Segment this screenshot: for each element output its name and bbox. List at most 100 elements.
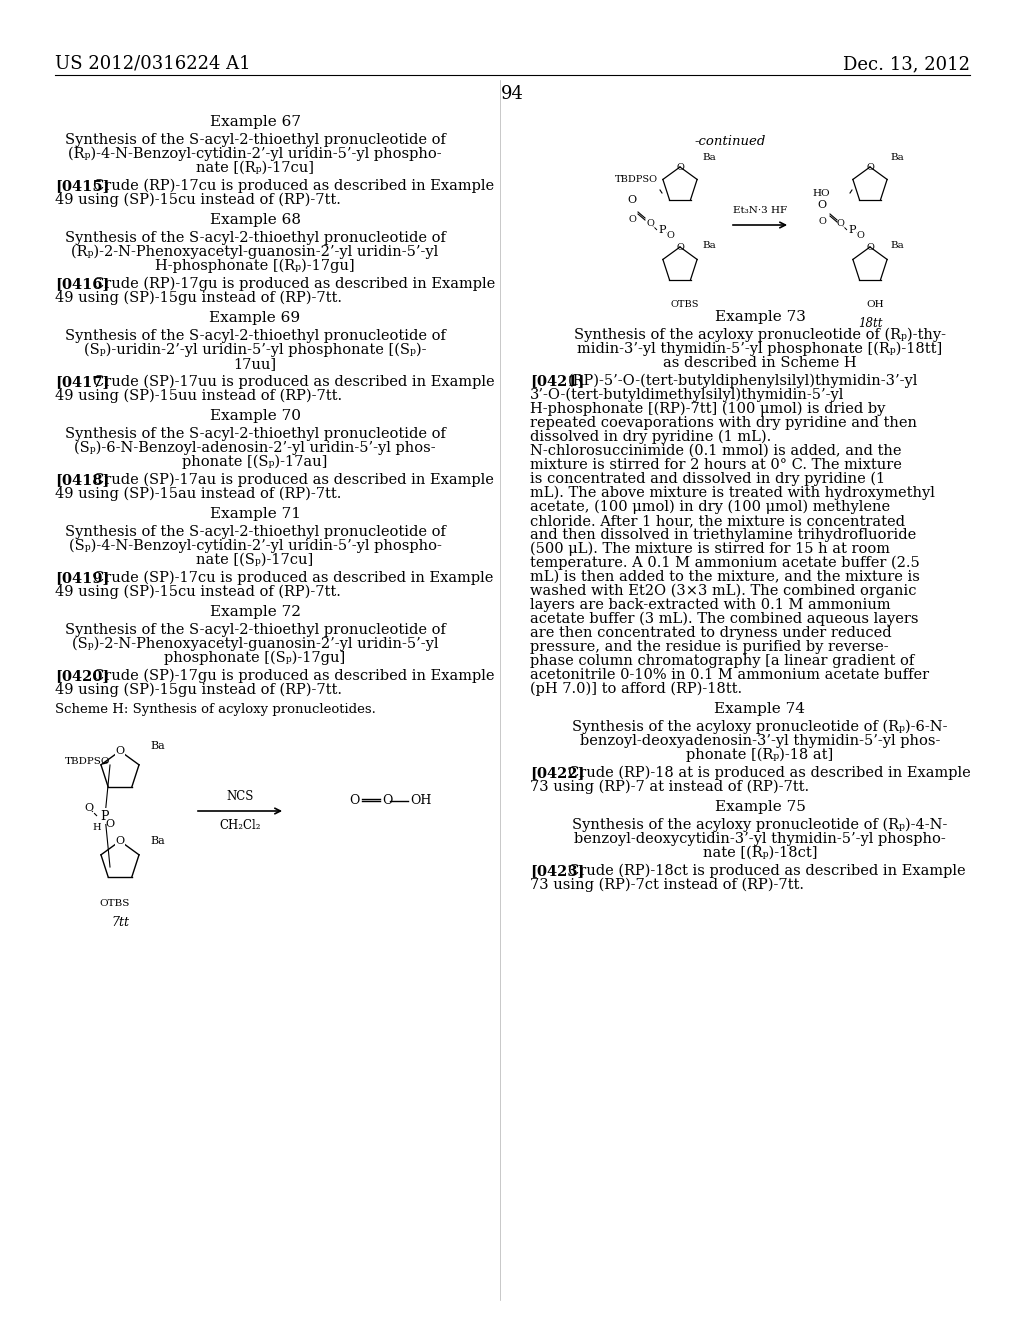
Text: OH: OH [866,300,884,309]
Text: US 2012/0316224 A1: US 2012/0316224 A1 [55,55,251,73]
Text: OTBS: OTBS [99,899,130,908]
Text: acetonitrile 0-10% in 0.1 M ammonium acetate buffer: acetonitrile 0-10% in 0.1 M ammonium ace… [530,668,929,682]
Text: (Rₚ)-2-N-Phenoxyacetyl-guanosin-2’-yl uridin-5’-yl: (Rₚ)-2-N-Phenoxyacetyl-guanosin-2’-yl ur… [72,246,438,260]
Text: Synthesis of the S-acyl-2-thioethyl pronucleotide of: Synthesis of the S-acyl-2-thioethyl pron… [65,426,445,441]
Text: acetate buffer (3 mL). The combined aqueous layers: acetate buffer (3 mL). The combined aque… [530,612,919,627]
Text: Scheme H: Synthesis of acyloxy pronucleotides.: Scheme H: Synthesis of acyloxy pronucleo… [55,704,376,715]
Text: chloride. After 1 hour, the mixture is concentrated: chloride. After 1 hour, the mixture is c… [530,513,905,528]
Text: midin-3’-yl thymidin-5’-yl phosphonate [(Rₚ)-18tt]: midin-3’-yl thymidin-5’-yl phosphonate [… [578,342,943,356]
Text: Ba: Ba [890,240,904,249]
Text: Synthesis of the S-acyl-2-thioethyl pronucleotide of: Synthesis of the S-acyl-2-thioethyl pron… [65,623,445,638]
Text: acetate, (100 μmol) in dry (100 μmol) methylene: acetate, (100 μmol) in dry (100 μmol) me… [530,500,890,515]
Text: H: H [93,824,101,833]
Text: Ba: Ba [702,153,716,161]
Text: O: O [628,195,637,205]
Text: and then dissolved in triethylamine trihydrofluoride: and then dissolved in triethylamine trih… [530,528,916,543]
Text: 49 using (SP)-15uu instead of (RP)-7tt.: 49 using (SP)-15uu instead of (RP)-7tt. [55,389,342,404]
Text: is concentrated and dissolved in dry pyridine (1: is concentrated and dissolved in dry pyr… [530,473,885,486]
Text: 17uu]: 17uu] [233,356,276,371]
Text: washed with Et2O (3×3 mL). The combined organic: washed with Et2O (3×3 mL). The combined … [530,583,916,598]
Text: OTBS: OTBS [671,300,699,309]
Text: Example 75: Example 75 [715,800,806,814]
Text: 18tt: 18tt [858,317,883,330]
Text: Et₃N·3 HF: Et₃N·3 HF [733,206,787,215]
Text: Example 68: Example 68 [210,213,300,227]
Text: Example 69: Example 69 [210,312,301,325]
Text: as described in Scheme H: as described in Scheme H [664,356,857,370]
Text: benzoyl-deoxycytidin-3’-yl thymidin-5’-yl phospho-: benzoyl-deoxycytidin-3’-yl thymidin-5’-y… [574,832,946,846]
Text: dissolved in dry pyridine (1 mL).: dissolved in dry pyridine (1 mL). [530,430,771,445]
Text: Crude (RP)-17cu is produced as described in Example: Crude (RP)-17cu is produced as described… [93,180,495,194]
Text: 49 using (SP)-15cu instead of (RP)-7tt.: 49 using (SP)-15cu instead of (RP)-7tt. [55,585,341,599]
Text: 73 using (RP)-7ct instead of (RP)-7tt.: 73 using (RP)-7ct instead of (RP)-7tt. [530,878,804,892]
Text: O: O [866,162,873,172]
Text: O: O [646,219,654,227]
Text: O: O [676,243,684,252]
Text: Synthesis of the acyloxy pronucleotide of (Rₚ)-6-N-: Synthesis of the acyloxy pronucleotide o… [572,719,948,734]
Text: (Sₚ)-4-N-Benzoyl-cytidin-2’-yl uridin-5’-yl phospho-: (Sₚ)-4-N-Benzoyl-cytidin-2’-yl uridin-5’… [69,539,441,553]
Text: O: O [818,218,826,227]
Text: layers are back-extracted with 0.1 M ammonium: layers are back-extracted with 0.1 M amm… [530,598,891,612]
Text: Example 70: Example 70 [210,409,300,422]
Text: temperature. A 0.1 M ammonium acetate buffer (2.5: temperature. A 0.1 M ammonium acetate bu… [530,556,920,570]
Text: O: O [666,231,674,239]
Text: Synthesis of the S-acyl-2-thioethyl pronucleotide of: Synthesis of the S-acyl-2-thioethyl pron… [65,329,445,343]
Text: Example 72: Example 72 [210,605,300,619]
Text: Example 71: Example 71 [210,507,300,521]
Text: nate [(Rₚ)-17cu]: nate [(Rₚ)-17cu] [196,161,314,176]
Text: [0417]: [0417] [55,375,110,389]
Text: O: O [836,219,844,227]
Text: (RP)-5’-O-(tert-butyldiphenylsilyl)thymidin-3’-yl: (RP)-5’-O-(tert-butyldiphenylsilyl)thymi… [568,374,919,388]
Text: (Rₚ)-4-N-Benzoyl-cytidin-2’-yl uridin-5’-yl phospho-: (Rₚ)-4-N-Benzoyl-cytidin-2’-yl uridin-5’… [69,147,441,161]
Text: P: P [100,809,110,822]
Text: Ba: Ba [150,741,165,751]
Text: phase column chromatography [a linear gradient of: phase column chromatography [a linear gr… [530,653,914,668]
Text: nate [(Rₚ)-18ct]: nate [(Rₚ)-18ct] [702,846,817,861]
Text: phosphonate [(Sₚ)-17gu]: phosphonate [(Sₚ)-17gu] [165,651,346,665]
Text: O: O [105,818,115,829]
Text: Synthesis of the acyloxy pronucleotide of (Rₚ)-4-N-: Synthesis of the acyloxy pronucleotide o… [572,818,947,833]
Text: Example 67: Example 67 [210,115,300,129]
Text: Example 73: Example 73 [715,310,806,323]
Text: [0421]: [0421] [530,374,585,388]
Text: Crude (RP)-18ct is produced as described in Example: Crude (RP)-18ct is produced as described… [568,865,966,878]
Text: O: O [676,162,684,172]
Text: Ba: Ba [150,836,165,846]
Text: Synthesis of the acyloxy pronucleotide of (Rₚ)-thy-: Synthesis of the acyloxy pronucleotide o… [574,327,946,342]
Text: [0420]: [0420] [55,669,110,682]
Text: CH₂Cl₂: CH₂Cl₂ [219,818,261,832]
Text: O: O [382,795,392,808]
Text: [0418]: [0418] [55,473,110,487]
Text: O: O [628,215,636,224]
Text: 49 using (SP)-15au instead of (RP)-7tt.: 49 using (SP)-15au instead of (RP)-7tt. [55,487,341,502]
Text: 49 using (SP)-15gu instead of (RP)-7tt.: 49 using (SP)-15gu instead of (RP)-7tt. [55,290,342,305]
Text: repeated coevaporations with dry pyridine and then: repeated coevaporations with dry pyridin… [530,416,918,430]
Text: H-phosphonate [(Rₚ)-17gu]: H-phosphonate [(Rₚ)-17gu] [156,259,354,273]
Text: O: O [116,746,125,756]
Text: Ba: Ba [890,153,904,161]
Text: [0422]: [0422] [530,766,585,780]
Text: Synthesis of the S-acyl-2-thioethyl pronucleotide of: Synthesis of the S-acyl-2-thioethyl pron… [65,525,445,539]
Text: O: O [116,836,125,846]
Text: [0415]: [0415] [55,180,110,193]
Text: [0416]: [0416] [55,277,110,290]
Text: OH: OH [410,795,431,808]
Text: mL). The above mixture is treated with hydroxymethyl: mL). The above mixture is treated with h… [530,486,935,500]
Text: 3’-O-(tert-butyldimethylsilyl)thymidin-5’-yl: 3’-O-(tert-butyldimethylsilyl)thymidin-5… [530,388,845,403]
Text: N-chlorosuccinimide (0.1 mmol) is added, and the: N-chlorosuccinimide (0.1 mmol) is added,… [530,444,901,458]
Text: [0419]: [0419] [55,572,110,585]
Text: are then concentrated to dryness under reduced: are then concentrated to dryness under r… [530,626,892,640]
Text: TBDPSO: TBDPSO [615,176,658,185]
Text: O: O [349,795,360,808]
Text: (Sₚ)-6-N-Benzoyl-adenosin-2’-yl uridin-5’-yl phos-: (Sₚ)-6-N-Benzoyl-adenosin-2’-yl uridin-5… [74,441,436,455]
Text: NCS: NCS [226,789,254,803]
Text: Crude (RP)-18 at is produced as described in Example: Crude (RP)-18 at is produced as describe… [568,766,971,780]
Text: Dec. 13, 2012: Dec. 13, 2012 [843,55,970,73]
Text: H-phosphonate [(RP)-7tt] (100 μmol) is dried by: H-phosphonate [(RP)-7tt] (100 μmol) is d… [530,403,886,416]
Text: P: P [848,224,856,235]
Text: Synthesis of the S-acyl-2-thioethyl pronucleotide of: Synthesis of the S-acyl-2-thioethyl pron… [65,133,445,147]
Text: Crude (SP)-17uu is produced as described in Example: Crude (SP)-17uu is produced as described… [93,375,495,389]
Text: O: O [856,231,864,239]
Text: (pH 7.0)] to afford (RP)-18tt.: (pH 7.0)] to afford (RP)-18tt. [530,682,742,697]
Text: 94: 94 [501,84,523,103]
